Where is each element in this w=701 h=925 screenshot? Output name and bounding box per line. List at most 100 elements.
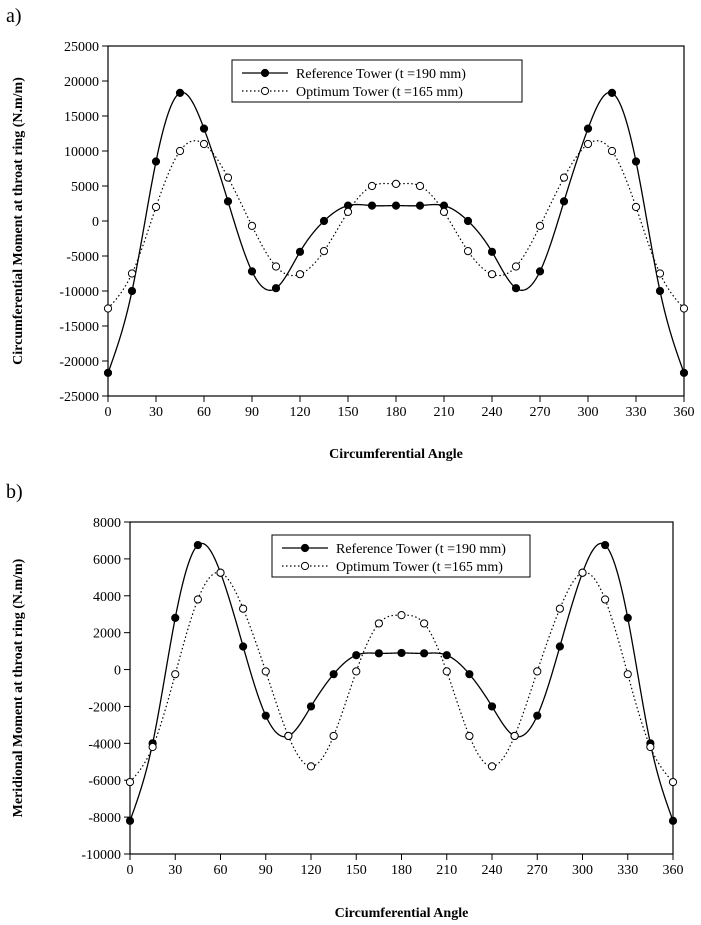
- y-tick-label: 4000: [93, 590, 121, 605]
- legend-box: [231, 59, 523, 103]
- data-point-series-2: [343, 207, 353, 216]
- x-tick-label: 30: [168, 863, 182, 878]
- data-point-series-1: [623, 613, 632, 623]
- y-tick-label: -4000: [88, 737, 121, 752]
- data-point-series-1: [533, 711, 542, 720]
- data-point-series-2: [465, 731, 474, 741]
- legend-box: [271, 534, 531, 578]
- data-point-series-1: [329, 670, 338, 679]
- data-point-series-1: [487, 702, 497, 711]
- y-tick-label: -15000: [59, 320, 99, 335]
- y-axis-title: Circumferential Moment at throat ring (N…: [11, 77, 26, 365]
- y-tick-label: -5000: [66, 250, 99, 265]
- x-tick-label: 120: [290, 405, 311, 420]
- data-point-series-2: [239, 604, 248, 613]
- data-point-series-2: [559, 173, 569, 182]
- data-point-series-1: [295, 247, 305, 256]
- x-tick-label: 0: [127, 863, 134, 878]
- data-point-series-1: [415, 201, 425, 210]
- x-axis-title: Circumferential Angle: [335, 906, 469, 921]
- data-point-series-2: [646, 742, 655, 752]
- data-point-series-2: [125, 777, 135, 787]
- data-point-series-1: [374, 649, 383, 658]
- data-point-series-2: [655, 269, 665, 278]
- data-point-series-1: [223, 197, 233, 206]
- x-tick-label: 0: [105, 405, 112, 420]
- y-tick-label: -6000: [88, 774, 121, 789]
- data-point-series-2: [306, 762, 316, 771]
- data-point-series-1: [607, 88, 617, 98]
- x-tick-label: 180: [386, 405, 407, 420]
- data-point-series-1: [367, 201, 377, 210]
- series-line-1: [108, 91, 684, 374]
- x-tick-label: 270: [527, 863, 548, 878]
- data-point-series-2: [679, 304, 689, 313]
- data-point-series-1: [171, 613, 180, 623]
- data-point-series-1: [465, 670, 474, 679]
- chart-panel-a: a) 0 30 60 90 120 150 180 210 240 270 300 330 360 -250…: [6, 5, 695, 462]
- data-point-series-1: [511, 284, 521, 293]
- y-tick-label: 20000: [64, 75, 99, 90]
- data-point-series-2: [319, 247, 329, 256]
- series-line-2: [130, 571, 673, 783]
- x-tick-label: 90: [259, 863, 273, 878]
- legend-label-1: Reference Tower (t =190 mm): [336, 542, 506, 557]
- y-axis-title: Meridional Moment at throat ring (N.m/m): [11, 558, 26, 817]
- data-point-series-2: [578, 568, 587, 577]
- data-point-series-1: [125, 816, 135, 825]
- legend-label-1: Reference Tower (t =190 mm): [296, 67, 466, 82]
- data-point-series-2: [261, 667, 270, 676]
- data-point-series-2: [439, 207, 449, 216]
- data-point-series-2: [391, 179, 401, 188]
- y-tick-label: 5000: [71, 180, 99, 195]
- data-point-series-1: [487, 247, 497, 256]
- data-point-series-2: [216, 568, 225, 577]
- data-point-series-1: [127, 286, 137, 296]
- data-point-series-1: [555, 642, 564, 651]
- legend-label-2: Optimum Tower (t =165 mm): [336, 560, 503, 575]
- data-point-series-2: [148, 742, 157, 752]
- data-point-series-1: [601, 540, 610, 550]
- data-point-series-1: [103, 368, 113, 377]
- data-point-series-2: [199, 139, 209, 149]
- data-point-series-1: [463, 216, 473, 226]
- data-point-series-1: [319, 216, 329, 226]
- x-axis-title: Circumferential Angle: [329, 447, 463, 462]
- data-point-series-2: [487, 762, 497, 771]
- x-tick-label: 210: [436, 863, 457, 878]
- data-point-series-1: [391, 201, 401, 210]
- y-tick-label: -10000: [81, 848, 121, 863]
- y-tick-label: 0: [114, 664, 121, 679]
- y-tick-label: -2000: [88, 700, 121, 715]
- data-point-series-2: [463, 247, 473, 256]
- data-point-series-2: [171, 670, 180, 679]
- x-tick-label: 120: [301, 863, 322, 878]
- x-tick-label: 360: [674, 405, 695, 420]
- y-tick-label: 15000: [64, 110, 99, 125]
- x-tick-label: 360: [663, 863, 684, 878]
- data-point-series-1: [306, 702, 316, 711]
- data-point-series-1: [583, 124, 593, 133]
- x-tick-label: 300: [572, 863, 593, 878]
- data-point-series-2: [583, 139, 593, 149]
- x-tick-label: 210: [434, 405, 455, 420]
- x-tick-label: 180: [391, 863, 412, 878]
- data-point-series-2: [533, 667, 542, 676]
- data-point-series-2: [271, 262, 281, 271]
- data-point-series-2: [555, 604, 564, 613]
- series-line-1: [130, 542, 673, 822]
- x-tick-label: 30: [149, 405, 163, 420]
- legend-marker-1: [300, 543, 310, 553]
- data-point-series-1: [271, 284, 281, 293]
- data-point-series-1: [175, 88, 185, 98]
- x-tick-label: 240: [482, 863, 503, 878]
- data-point-series-1: [261, 711, 270, 720]
- data-point-series-1: [247, 267, 257, 276]
- data-point-series-2: [510, 731, 519, 741]
- y-tick-label: 0: [92, 215, 99, 230]
- data-point-series-2: [247, 221, 257, 230]
- data-point-series-2: [442, 667, 451, 676]
- legend-marker-2: [300, 561, 310, 571]
- data-point-series-1: [151, 157, 161, 166]
- x-tick-label: 300: [578, 405, 599, 420]
